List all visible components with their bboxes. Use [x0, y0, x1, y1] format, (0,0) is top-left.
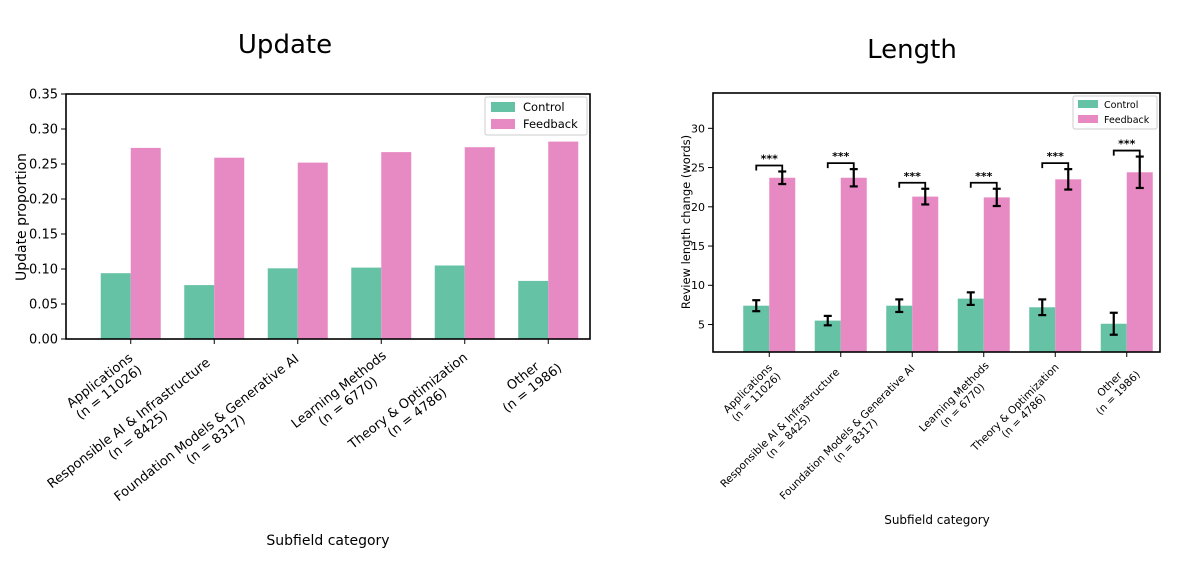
significance-label: ***	[1047, 150, 1065, 163]
legend-label-control: Control	[523, 100, 565, 114]
legend-label-control: Control	[1104, 100, 1138, 111]
update-chart-xaxis: Applications(n = 11026)Responsible AI & …	[45, 339, 565, 505]
length-chart-bars: *** *** *** *** *** ***	[743, 138, 1153, 352]
xtick-label-line: Responsible AI & Infrastructure	[718, 366, 842, 490]
significance-bracket	[826, 162, 855, 169]
feedback-bar	[464, 147, 495, 339]
control-bar	[886, 305, 913, 352]
length-chart-ylabel: Review length change (words)	[679, 135, 693, 309]
feedback-bar	[1126, 172, 1153, 352]
significance-bracket	[755, 164, 784, 171]
ytick-label: 10	[691, 279, 705, 292]
significance-label: ***	[832, 150, 850, 163]
significance-bracket	[1041, 162, 1070, 169]
feedback-bar	[297, 162, 328, 339]
ytick-label: 0.35	[29, 88, 58, 103]
update-chart-ylabel: Update proportion	[14, 153, 30, 281]
feedback-bar	[840, 177, 867, 352]
feedback-bar	[381, 152, 412, 339]
control-bar	[267, 268, 298, 339]
ytick-label: 20	[691, 201, 705, 214]
legend-swatch-control	[1078, 100, 1098, 108]
update-chart: Update 0.000.050.100.150.200.250.300.35 …	[14, 30, 591, 549]
ytick-label: 0.05	[29, 298, 58, 313]
significance-label: ***	[1118, 138, 1136, 151]
xtick-label: Other(n = 1986)	[500, 359, 565, 416]
legend-swatch-control	[491, 102, 515, 112]
ytick-label: 30	[691, 122, 705, 135]
update-chart-frame	[65, 93, 591, 340]
control-bar	[957, 298, 984, 352]
feedback-bar	[983, 197, 1010, 352]
significance-label: ***	[761, 152, 779, 165]
significance-bracket	[1112, 149, 1141, 156]
xtick-label: Theory & Optimization(n = 4786)	[969, 361, 1062, 454]
update-chart-legend: Control Feedback	[484, 96, 588, 136]
xtick-label: Applications(n = 11026)	[721, 362, 783, 424]
xtick-label: Other(n = 1986)	[1094, 369, 1143, 418]
significance-bracket	[898, 181, 927, 188]
legend-swatch-feedback	[491, 119, 515, 129]
control-bar	[100, 273, 131, 339]
significance-label: ***	[904, 170, 922, 183]
control-bar	[434, 265, 465, 339]
update-chart-title: Update	[238, 30, 332, 60]
ytick-label: 15	[691, 240, 705, 253]
length-chart-yaxis: 5 10 15 20 25 30	[691, 122, 713, 331]
xtick-label: Foundation Models & Generative AI(n = 83…	[778, 363, 918, 503]
length-chart-legend: Control Feedback	[1072, 95, 1158, 130]
ytick-label: 0.30	[29, 123, 58, 138]
ytick-label: 0.15	[29, 228, 58, 243]
length-chart: Length 5 10 15 20 25 30 *** *** *** *** *** *** Ap…	[679, 35, 1161, 527]
significance-label: ***	[975, 170, 993, 183]
xtick-label: Responsible AI & Infrastructure(n = 8425…	[718, 366, 842, 490]
update-chart-xlabel: Subfield category	[266, 533, 389, 549]
feedback-bar	[769, 177, 796, 352]
ytick-label: 0.20	[29, 193, 58, 208]
significance-bracket	[969, 181, 998, 188]
ytick-label: 0.10	[29, 263, 58, 278]
update-chart-yaxis: 0.00 0.05 0.10 0.15 0.20 0.25 0.30 0.35	[29, 88, 66, 348]
update-chart-bars	[100, 141, 579, 339]
ytick-label: 0.25	[29, 158, 58, 173]
feedback-bar	[130, 147, 161, 339]
ytick-label: 25	[691, 162, 705, 175]
length-chart-xaxis: Applications(n = 11026)Responsible AI & …	[718, 352, 1143, 503]
legend-swatch-feedback	[1078, 115, 1098, 123]
control-bar	[184, 285, 215, 339]
control-bar	[351, 267, 382, 339]
feedback-bar	[548, 141, 579, 339]
ytick-label: 0.00	[29, 333, 58, 348]
length-chart-title: Length	[867, 35, 957, 65]
feedback-bar	[912, 196, 939, 352]
length-chart-xlabel: Subfield category	[884, 513, 990, 527]
control-bar	[743, 305, 770, 352]
ytick-label: 5	[698, 318, 705, 331]
feedback-bar	[1055, 179, 1082, 352]
xtick-label-line: Learning Methods	[917, 360, 992, 435]
control-bar	[518, 280, 549, 339]
legend-label-feedback: Feedback	[523, 117, 578, 131]
feedback-bar	[214, 157, 245, 339]
legend-label-feedback: Feedback	[1104, 115, 1150, 126]
length-chart-frame	[712, 92, 1161, 353]
